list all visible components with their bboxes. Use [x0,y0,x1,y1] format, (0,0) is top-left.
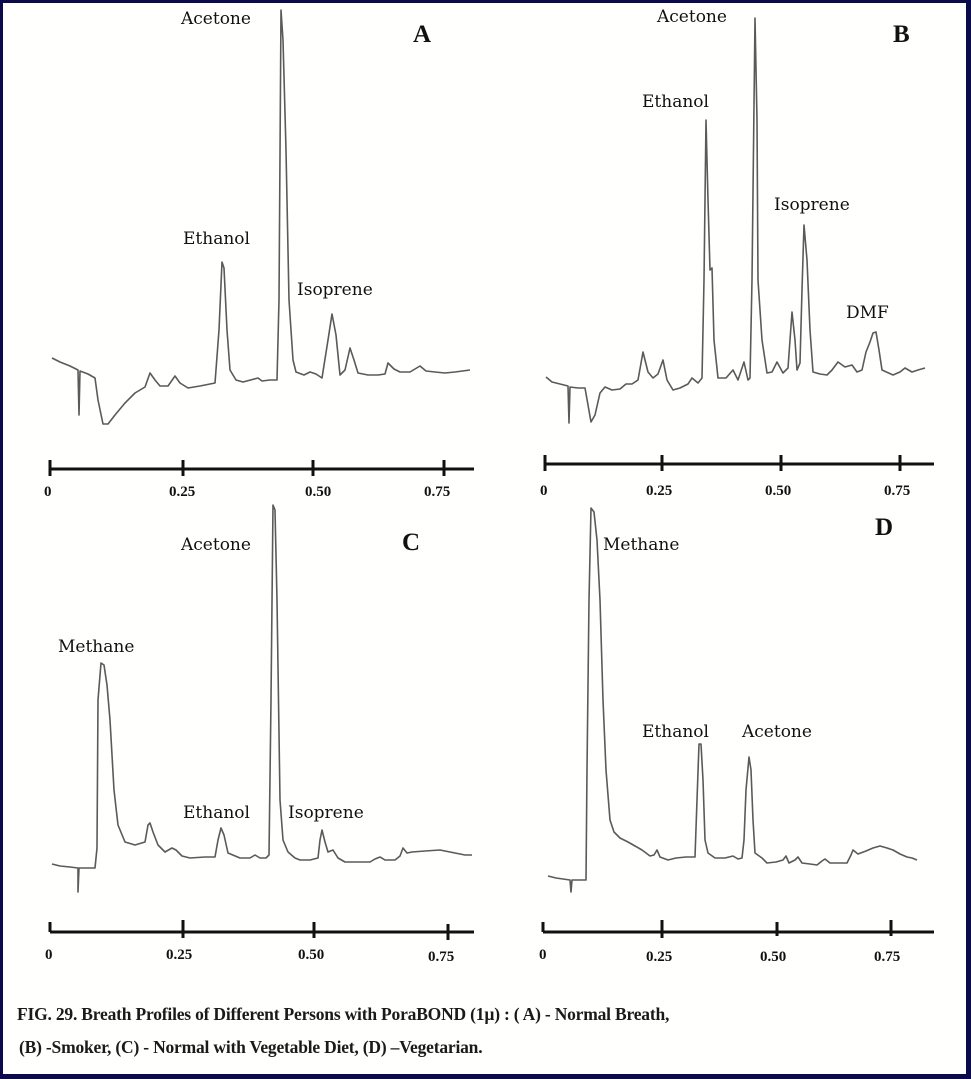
panel-c-tick-0: 0 [45,947,53,963]
panel-c: Acetone Methane Ethanol Isoprene C 0 0.2… [45,504,474,965]
panel-c-tick-050: 0.50 [298,947,324,963]
panel-a-tick-025: 0.25 [169,484,195,500]
panel-d-methane-label: Methane [603,535,679,555]
panel-a-tick-0: 0 [44,484,52,500]
panel-c-isoprene-label: Isoprene [288,803,364,823]
panel-c-trace [51,504,472,893]
panel-b-isoprene-label: Isoprene [774,195,850,215]
panel-a-trace [51,9,471,425]
panel-c-methane-label: Methane [58,637,134,657]
panel-b-tick-050: 0.50 [765,483,791,499]
panel-a: Acetone Ethanol Isoprene A 0 0.25 0.50 0… [44,9,474,500]
panel-a-letter: A [413,21,431,48]
panel-b-tick-0: 0 [540,483,548,499]
panel-a-isoprene-label: Isoprene [297,280,373,300]
panel-d: Methane Ethanol Acetone D 0 0.25 0.50 0.… [539,507,934,965]
figure-caption: FIG. 29. Breath Profiles of Different Pe… [17,998,957,1064]
panel-b-letter: B [893,21,910,48]
panel-b-tick-075: 0.75 [884,483,910,499]
panel-b-ethanol-label: Ethanol [642,92,709,112]
panel-c-acetone-label: Acetone [180,535,251,555]
panel-d-tick-050: 0.50 [760,949,786,965]
panel-c-tick-075: 0.75 [428,949,454,965]
panel-d-tick-0: 0 [539,947,547,963]
panel-d-tick-025: 0.25 [646,949,672,965]
panel-b-trace [545,17,926,424]
panel-d-ethanol-label: Ethanol [642,722,709,742]
panel-c-x-axis: 0 0.25 0.50 0.75 [45,920,474,965]
panel-d-acetone-label: Acetone [741,722,812,742]
panel-a-tick-050: 0.50 [305,484,331,500]
panel-c-tick-025: 0.25 [166,947,192,963]
panel-d-tick-075: 0.75 [874,949,900,965]
panel-d-letter: D [875,514,893,541]
panel-b-acetone-label: Acetone [656,7,727,27]
panel-a-ethanol-label: Ethanol [183,229,250,249]
caption-line-2: (B) -Smoker, (C) - Normal with Vegetable… [19,1037,483,1057]
panel-d-x-axis: 0 0.25 0.50 0.75 [539,920,934,965]
panel-a-x-axis: 0 0.25 0.50 0.75 [44,460,474,500]
panel-b-tick-025: 0.25 [646,483,672,499]
caption-line-1: FIG. 29. Breath Profiles of Different Pe… [17,1004,670,1024]
panel-d-trace [547,507,918,893]
panel-a-tick-075: 0.75 [424,484,450,500]
panel-a-acetone-label: Acetone [180,9,251,29]
panel-c-ethanol-label: Ethanol [183,803,250,823]
panel-c-letter: C [402,529,420,556]
panel-b-x-axis: 0 0.25 0.50 0.75 [540,455,934,499]
panel-b: Acetone Ethanol Isoprene DMF B 0 0.25 0.… [540,7,934,499]
panel-b-dmf-label: DMF [846,303,889,323]
